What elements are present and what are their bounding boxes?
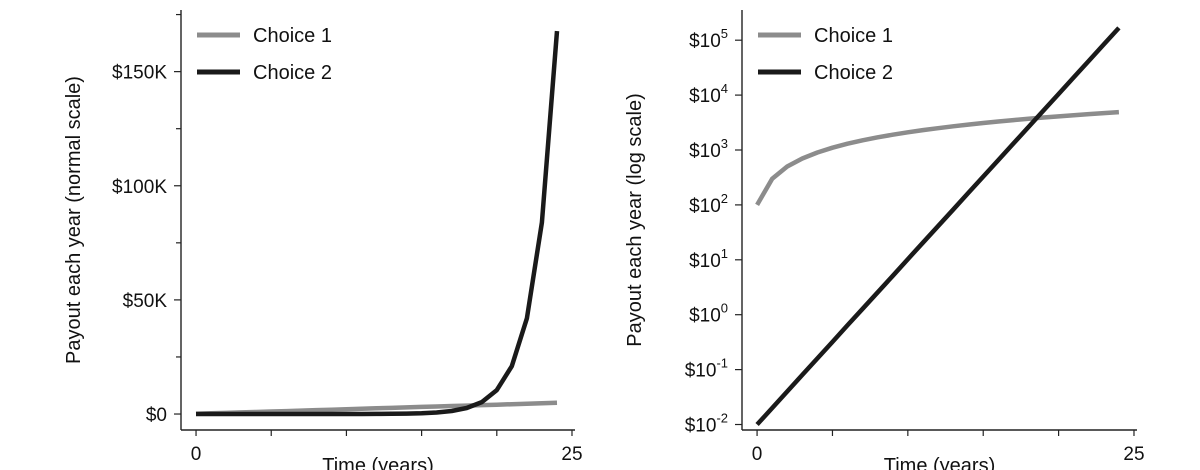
y-tick-label: $102 (689, 191, 728, 217)
legend-label-choice-1: Choice 1 (253, 25, 332, 47)
y-tick-label: $10-2 (685, 411, 728, 437)
x-axis-label: Time (years) (322, 455, 433, 470)
series-line-choice-2 (755, 26, 1121, 427)
legend-label-choice-2: Choice 2 (814, 62, 893, 84)
chart-panel-1: 0 25 Time (years) $0 $50K $100K $150K Payout ea… (63, 10, 583, 470)
y-axis-label: Payout each year (log scale) (624, 93, 646, 346)
y-axis-label: Payout each year (normal scale) (63, 76, 85, 364)
x-tick-label: 0 (752, 444, 763, 465)
y-tick-label: $104 (689, 81, 728, 107)
y-tick-label: $101 (689, 246, 728, 272)
legend-label-choice-2: Choice 2 (253, 62, 332, 84)
y-tick-label: $10-1 (685, 356, 728, 382)
x-tick-label: 0 (191, 444, 202, 465)
y-tick-label: $100K (112, 177, 167, 198)
x-tick-label: 25 (1123, 444, 1144, 465)
y-tick-label: $50K (123, 291, 168, 312)
y-tick-label: $105 (689, 26, 728, 52)
legend: Choice 1 Choice 2 (758, 25, 893, 84)
x-tick-label: 25 (561, 444, 582, 465)
y-tick-label: $103 (689, 136, 728, 162)
y-tick-label: $0 (146, 405, 167, 426)
y-tick-label: $150K (112, 63, 167, 84)
legend-label-choice-1: Choice 1 (814, 25, 893, 47)
x-axis-label: Time (years) (884, 455, 995, 470)
series-line-choice-1 (755, 109, 1120, 207)
series-line-choice-2 (196, 30, 560, 417)
chart-panel-2: 0 25 Time (years) $10-2 $10-1 $100 $101 $102 $10… (624, 10, 1145, 470)
legend: Choice 1 Choice 2 (197, 25, 332, 84)
y-tick-label: $100 (689, 301, 728, 327)
